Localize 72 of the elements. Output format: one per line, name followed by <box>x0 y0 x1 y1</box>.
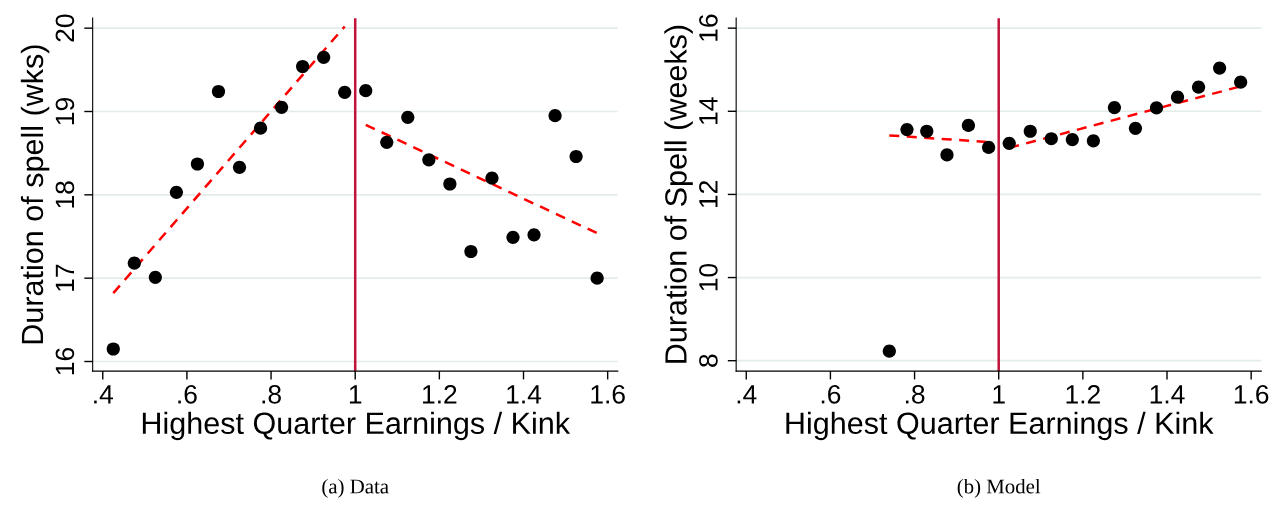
y-tick-label: 10 <box>699 263 718 291</box>
point <box>296 59 310 74</box>
point <box>422 153 436 167</box>
x-tick-label: 1 <box>349 385 362 404</box>
x-tick-label: 1 <box>993 385 1005 404</box>
x-tick-label: .8 <box>262 384 281 404</box>
x-tick-label: .8 <box>905 384 925 404</box>
x-tick-label: .6 <box>821 384 841 404</box>
point <box>274 100 289 114</box>
point <box>106 342 120 356</box>
y-tick-label: 20 <box>55 14 75 42</box>
point <box>148 270 162 284</box>
y-axis-title: Duration of Spell (weeks) <box>664 25 693 363</box>
point <box>253 121 268 135</box>
point <box>882 344 896 358</box>
point <box>359 84 373 98</box>
y-tick-label: 18 <box>55 181 75 208</box>
y-tick-label: 12 <box>699 181 718 208</box>
point <box>211 84 226 99</box>
point <box>338 85 352 99</box>
y-tick-label: 16 <box>55 347 75 375</box>
point <box>982 140 996 155</box>
x-tick-label: 1.4 <box>507 385 542 404</box>
x-tick-label: 1.4 <box>1150 385 1185 404</box>
point <box>169 185 183 199</box>
y-tick-label: 8 <box>699 354 718 367</box>
point <box>1044 132 1058 146</box>
x-axis-title: Highest Quarter Earnings / Kink <box>142 411 571 441</box>
point <box>190 157 205 171</box>
point <box>401 110 415 124</box>
y-axis-title: Duration of spell (wks) <box>20 45 50 344</box>
point <box>1213 61 1227 75</box>
point <box>1107 100 1122 115</box>
point <box>961 118 976 132</box>
point <box>527 228 541 242</box>
point <box>900 122 914 137</box>
x-axis-title: Highest Quarter Earnings / Kink <box>786 411 1214 441</box>
point <box>506 230 520 244</box>
point <box>232 160 247 174</box>
point <box>443 177 457 191</box>
point <box>1149 101 1164 115</box>
point <box>1002 136 1016 150</box>
x-tick-label: 1.6 <box>1234 384 1269 404</box>
x-tick-label: 1.6 <box>591 384 625 404</box>
text: (a) Data <box>322 478 389 498</box>
point <box>1023 124 1037 138</box>
point <box>1128 121 1143 135</box>
x-tick-label: .4 <box>737 385 757 404</box>
y-tick-label: 17 <box>55 264 74 291</box>
point <box>1065 132 1079 147</box>
x-tick-label: 1.2 <box>1066 384 1100 404</box>
point <box>569 149 583 164</box>
point <box>940 148 954 162</box>
point <box>317 50 331 64</box>
point <box>1234 75 1248 89</box>
y-tick-label: 16 <box>699 14 718 41</box>
point <box>1086 134 1100 148</box>
point <box>380 135 394 149</box>
point <box>920 124 934 138</box>
point <box>1170 90 1185 104</box>
point <box>464 244 478 259</box>
point <box>548 109 562 123</box>
x-tick-label: .4 <box>94 385 113 404</box>
y-tick-label: 19 <box>55 98 75 125</box>
y-tick-label: 14 <box>699 97 718 124</box>
point <box>1191 80 1206 94</box>
x-tick-label: .6 <box>178 384 197 404</box>
point <box>590 271 604 285</box>
point <box>485 171 499 185</box>
x-tick-label: 1.2 <box>423 384 457 404</box>
text: (b) Model <box>957 478 1041 498</box>
point <box>127 256 141 270</box>
